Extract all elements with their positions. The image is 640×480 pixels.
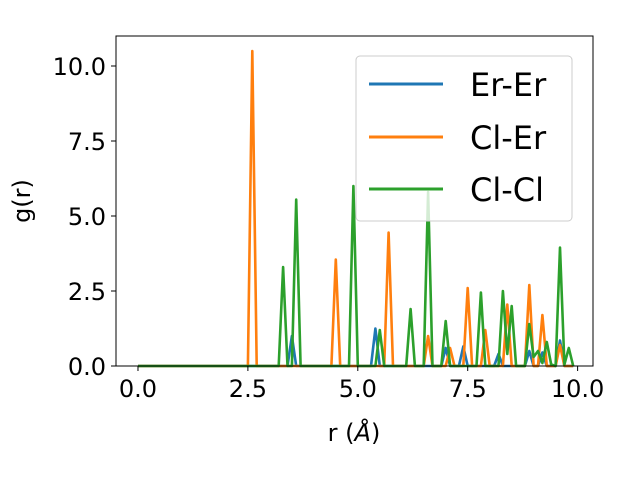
- legend: Er-Er Cl-Er Cl-Cl: [355, 55, 573, 222]
- x-tick-label: 2.5: [229, 375, 267, 403]
- x-tick-label: 7.5: [449, 375, 487, 403]
- legend-label-cl-er: Cl-Er: [470, 119, 547, 157]
- legend-box: [355, 55, 573, 222]
- legend-label-er-er: Er-Er: [470, 66, 547, 104]
- plot-frame: [115, 35, 594, 367]
- y-tick-label: 2.5: [68, 278, 106, 306]
- y-axis-ticks: 0.0 2.5 5.0 7.5 10.0: [53, 53, 116, 381]
- x-tick-label: 5.0: [339, 375, 377, 403]
- legend-items: Er-Er Cl-Er Cl-Cl: [369, 66, 547, 209]
- x-tick-label: 10.0: [551, 375, 604, 403]
- x-axis-label: r (Å): [328, 418, 381, 447]
- series-line-cl-er: [138, 49, 574, 368]
- y-axis-label: g(r): [8, 179, 36, 223]
- x-tick-label: 0.0: [119, 375, 157, 403]
- legend-label-cl-cl: Cl-Cl: [470, 171, 544, 209]
- y-tick-label: 7.5: [68, 128, 106, 156]
- y-tick-label: 5.0: [68, 203, 106, 231]
- x-axis-ticks: 0.0 2.5 5.0 7.5 10.0: [119, 366, 604, 403]
- y-tick-label: 10.0: [53, 53, 106, 81]
- y-tick-label: 0.0: [68, 353, 106, 381]
